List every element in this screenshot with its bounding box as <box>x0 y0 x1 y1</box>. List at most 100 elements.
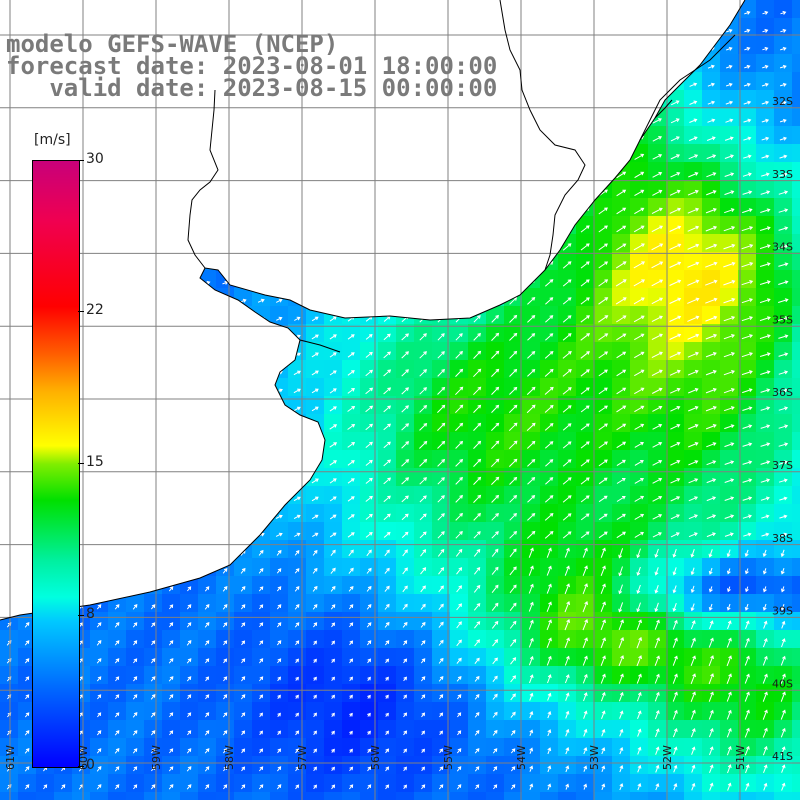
sea-cell <box>468 558 487 577</box>
sea-cell <box>666 306 685 325</box>
sea-cell <box>144 468 163 487</box>
sea-cell <box>594 216 613 235</box>
sea-cell <box>486 774 505 793</box>
wind-arrow <box>759 280 771 285</box>
sea-cell <box>414 396 433 415</box>
sea-cell <box>108 576 127 595</box>
wind-arrow <box>168 424 175 429</box>
wind-arrow <box>257 280 265 285</box>
sea-cell <box>162 450 181 469</box>
wind-arrow <box>313 676 317 681</box>
sea-cell <box>0 162 19 181</box>
sea-cell <box>378 18 397 37</box>
wind-arrow <box>365 262 373 268</box>
sea-cell <box>252 288 271 307</box>
sea-cell <box>468 468 487 487</box>
sea-cell <box>324 594 343 613</box>
wind-arrow <box>473 476 482 485</box>
sea-cell <box>540 324 559 343</box>
wind-arrow <box>616 153 626 161</box>
wind-arrow <box>204 298 211 303</box>
sea-cell <box>378 270 397 289</box>
sea-cell <box>738 198 757 217</box>
wind-arrow <box>403 730 408 736</box>
wind-arrow <box>705 243 718 250</box>
wind-arrow <box>526 530 536 539</box>
wind-arrow <box>616 459 626 467</box>
sea-cell <box>756 342 775 361</box>
sea-cell <box>108 270 127 289</box>
sea-cell <box>0 198 19 217</box>
wind-arrow <box>383 531 391 538</box>
wind-arrow <box>619 728 624 737</box>
sea-cell <box>738 576 757 595</box>
colorbar-tick-mark <box>78 766 84 767</box>
sea-cell <box>504 198 523 217</box>
wind-arrow <box>652 532 662 538</box>
wind-arrow <box>438 585 444 593</box>
sea-cell <box>522 504 541 523</box>
sea-cell <box>306 612 325 631</box>
sea-cell <box>756 756 775 775</box>
wind-arrow <box>687 243 700 250</box>
sea-cell <box>450 198 469 217</box>
sea-cell <box>684 144 703 163</box>
sea-cell <box>540 180 559 199</box>
wind-arrow <box>276 334 283 339</box>
sea-cell <box>216 144 235 163</box>
wind-arrow <box>186 370 193 375</box>
wind-arrow <box>491 297 499 305</box>
wind-arrow <box>651 207 663 215</box>
wind-arrow <box>96 335 103 339</box>
sea-cell <box>720 558 739 577</box>
wind-arrow <box>598 369 608 377</box>
sea-cell <box>378 720 397 739</box>
sea-cell <box>450 432 469 451</box>
wind-arrow <box>114 442 121 447</box>
wind-arrow <box>688 478 699 484</box>
wind-arrow <box>509 620 517 629</box>
sea-cell <box>684 792 703 800</box>
sea-cell <box>252 342 271 361</box>
sea-cell <box>360 0 379 19</box>
sea-cell <box>396 378 415 397</box>
wind-arrow <box>275 460 283 465</box>
sea-cell <box>522 180 541 199</box>
wind-arrow <box>258 208 265 213</box>
sea-cell <box>612 468 631 487</box>
wind-arrow <box>563 207 572 215</box>
sea-cell <box>252 648 271 667</box>
wind-arrow <box>204 748 210 754</box>
wind-arrow <box>546 46 552 52</box>
sea-cell <box>486 198 505 217</box>
sea-cell <box>144 648 163 667</box>
wind-arrow <box>6 443 13 447</box>
wind-arrow <box>401 297 409 304</box>
wind-arrow <box>6 371 13 375</box>
wind-arrow <box>240 137 247 141</box>
wind-arrow <box>493 766 498 772</box>
sea-cell <box>666 486 685 505</box>
wind-arrow <box>598 315 609 323</box>
sea-cell <box>414 342 433 361</box>
sea-cell <box>306 738 325 757</box>
sea-cell <box>540 666 559 685</box>
wind-arrow <box>527 333 536 341</box>
wind-arrow <box>634 369 645 377</box>
sea-cell <box>126 684 145 703</box>
wind-arrow <box>42 155 49 159</box>
wind-arrow <box>186 639 192 646</box>
wind-arrow <box>222 406 229 411</box>
sea-cell <box>630 756 649 775</box>
wind-arrow <box>544 404 554 413</box>
sea-cell <box>342 666 361 685</box>
wind-arrow <box>580 315 590 323</box>
sea-cell <box>414 594 433 613</box>
wind-arrow <box>24 136 31 141</box>
sea-cell <box>558 684 577 703</box>
wind-arrow <box>420 640 426 646</box>
wind-arrow <box>60 784 66 790</box>
wind-arrow <box>582 547 588 558</box>
wind-arrow <box>186 352 193 357</box>
wind-arrow <box>706 460 717 466</box>
